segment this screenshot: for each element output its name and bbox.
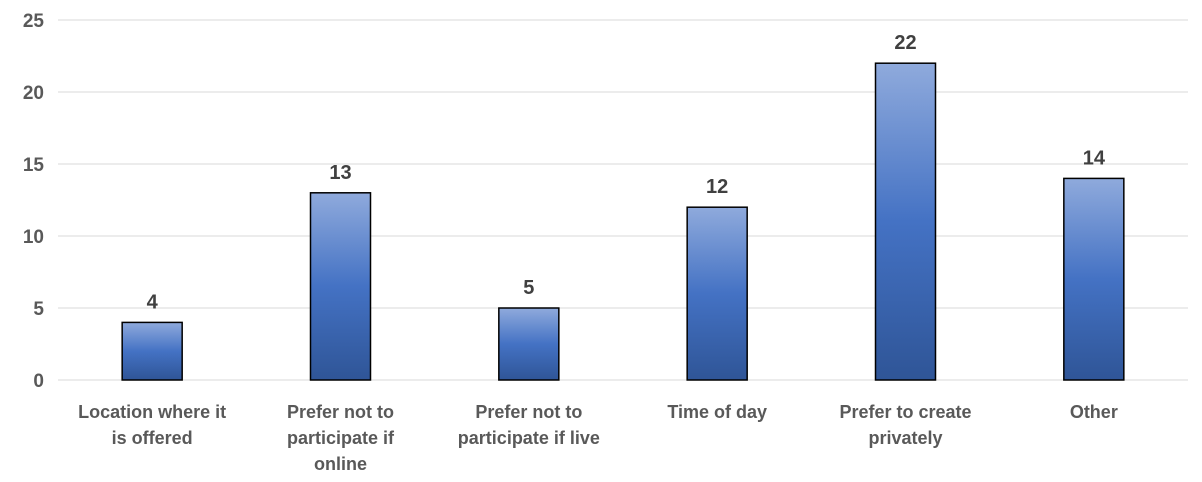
x-tick-label-line: Location where it xyxy=(78,402,226,422)
x-tick-label-line: Prefer not to xyxy=(287,402,394,422)
x-tick-label: Location where it is offered xyxy=(78,402,226,448)
x-tick-label-line: Prefer not to xyxy=(475,402,582,422)
data-label: 22 xyxy=(894,32,916,54)
x-tick-label-line: Time of day xyxy=(667,402,767,422)
bar xyxy=(309,192,372,381)
y-tick-label: 25 xyxy=(23,11,45,32)
bars xyxy=(121,62,1125,381)
data-label: 13 xyxy=(329,162,351,184)
x-tick-label-line: participate if xyxy=(287,428,395,448)
x-tick-label-line: online xyxy=(314,454,367,474)
y-tick-label: 10 xyxy=(23,227,44,248)
bar xyxy=(121,321,183,381)
data-labels: 4 13 5 12 22 14 xyxy=(147,32,1106,313)
x-axis-tick-labels: Location where it is offered Prefer not to… xyxy=(78,402,1118,474)
data-label: 5 xyxy=(523,277,534,299)
x-tick-label-line: participate if live xyxy=(458,428,600,448)
x-tick-label: Time of day xyxy=(667,402,767,422)
gridlines xyxy=(58,19,1188,381)
data-label: 12 xyxy=(706,176,728,198)
x-tick-label-line: privately xyxy=(868,428,942,448)
x-tick-label-line: Other xyxy=(1070,402,1118,422)
y-tick-label: 20 xyxy=(23,83,44,104)
bar xyxy=(498,307,560,381)
bar xyxy=(874,62,937,381)
y-tick-label: 0 xyxy=(33,371,44,392)
y-axis-tick-labels: 0 5 10 15 20 25 xyxy=(23,11,45,392)
x-tick-label-line: is offered xyxy=(112,428,193,448)
x-tick-label: Other xyxy=(1070,402,1118,422)
bar xyxy=(1063,177,1125,381)
x-tick-label-line: Prefer to create xyxy=(839,402,971,422)
bar xyxy=(686,206,748,381)
x-tick-label: Prefer not to participate if live xyxy=(458,402,600,448)
x-tick-label: Prefer not to participate if online xyxy=(287,402,395,474)
x-tick-label: Prefer to create privately xyxy=(839,402,971,448)
y-tick-label: 5 xyxy=(33,299,44,320)
y-tick-label: 15 xyxy=(23,155,45,176)
data-label: 4 xyxy=(147,291,159,313)
data-label: 14 xyxy=(1083,147,1106,169)
